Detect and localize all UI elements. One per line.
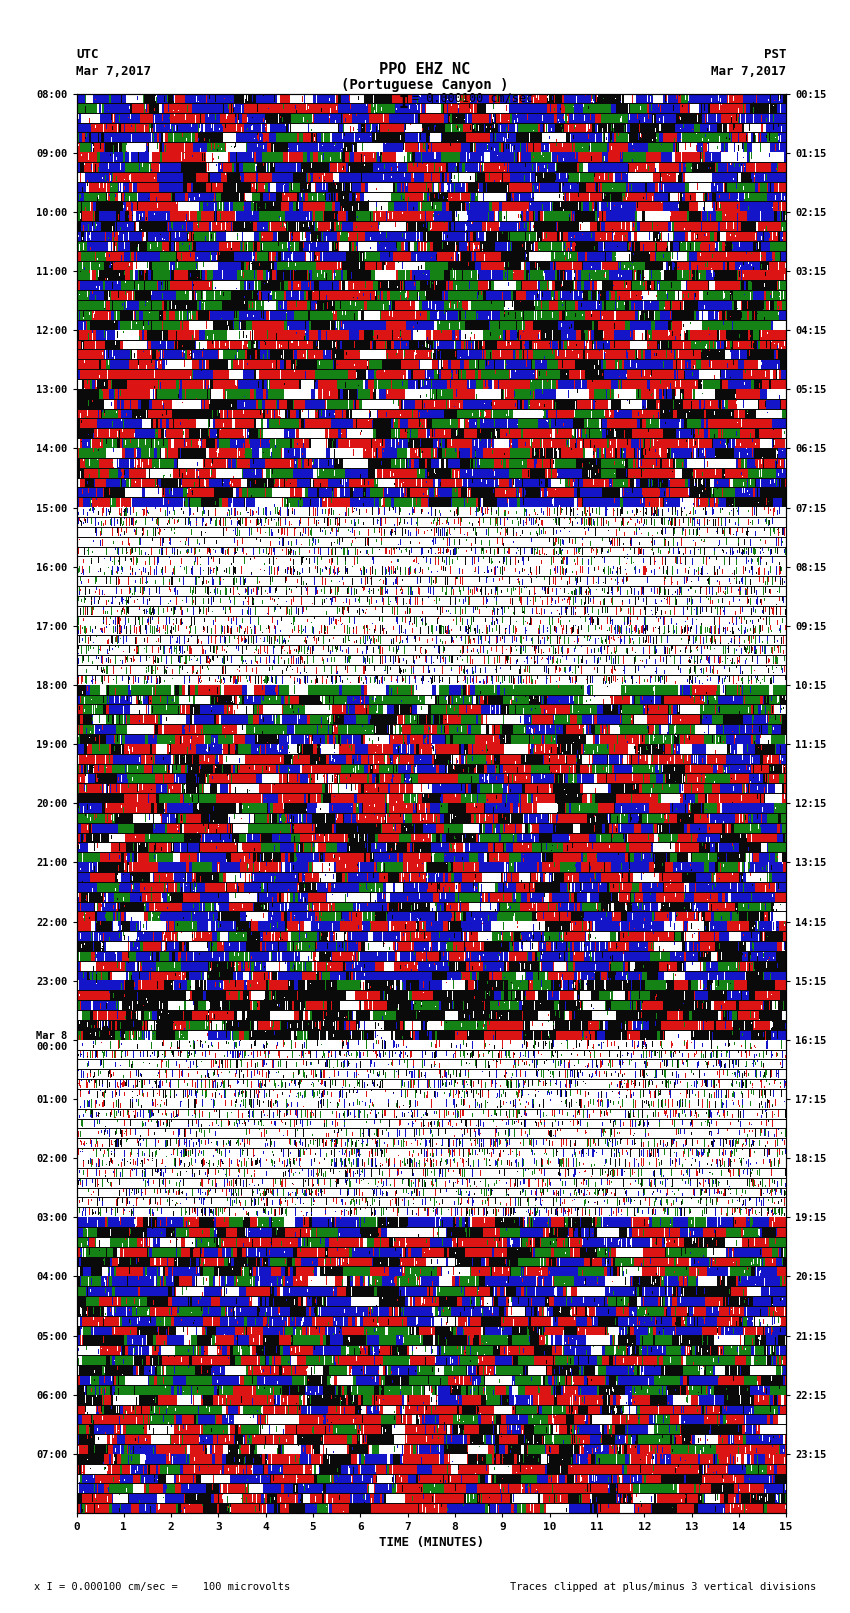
Text: Mar 7,2017: Mar 7,2017 [76, 65, 151, 77]
Text: I: I [399, 94, 409, 111]
Text: Traces clipped at plus/minus 3 vertical divisions: Traces clipped at plus/minus 3 vertical … [510, 1582, 816, 1592]
Text: UTC: UTC [76, 48, 99, 61]
Text: PPO EHZ NC: PPO EHZ NC [379, 63, 471, 77]
Text: Mar 7,2017: Mar 7,2017 [711, 65, 786, 77]
Text: PST: PST [764, 48, 786, 61]
Text: x I = 0.000100 cm/sec =    100 microvolts: x I = 0.000100 cm/sec = 100 microvolts [34, 1582, 290, 1592]
Text: = 0.000100 cm/sec: = 0.000100 cm/sec [412, 92, 534, 105]
Text: (Portuguese Canyon ): (Portuguese Canyon ) [341, 77, 509, 92]
X-axis label: TIME (MINUTES): TIME (MINUTES) [379, 1536, 484, 1548]
